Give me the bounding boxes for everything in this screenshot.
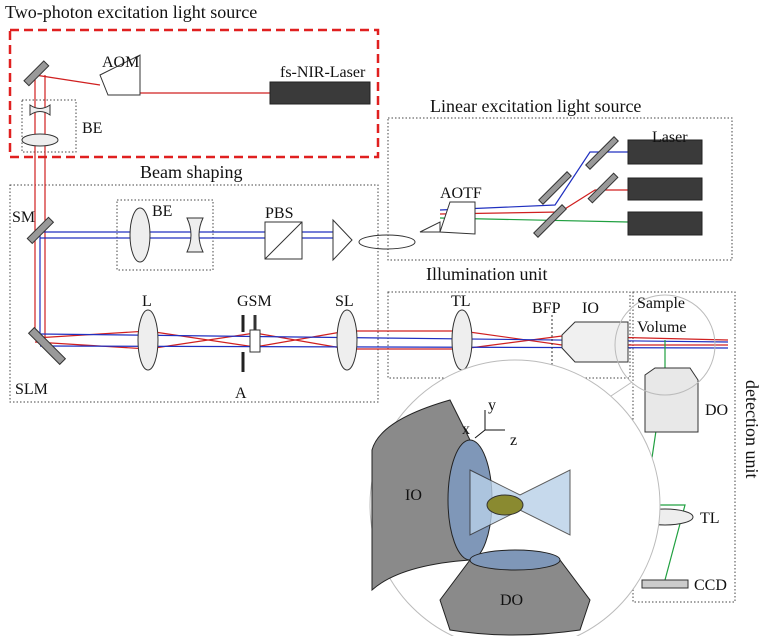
axis-label: y	[488, 397, 496, 414]
inset-do	[439, 559, 591, 636]
convex-lens	[21, 133, 59, 147]
axis-label: z	[510, 432, 517, 449]
aom	[99, 54, 141, 96]
mirror	[538, 171, 572, 205]
pbs-diagonal	[264, 221, 303, 260]
mirror	[26, 216, 55, 245]
title: Illumination unit	[426, 264, 548, 284]
mirror	[533, 204, 567, 238]
label: fs-NIR-Laser	[280, 64, 366, 81]
be-box	[21, 99, 77, 153]
label: Laser	[652, 129, 688, 146]
label: PBS	[265, 205, 293, 222]
slm	[27, 326, 67, 366]
linear-box	[387, 117, 733, 261]
label: TL	[700, 510, 720, 527]
label: DO	[705, 402, 728, 419]
label: BE	[152, 203, 172, 220]
mirror	[23, 60, 50, 87]
laser	[627, 211, 703, 236]
axis-label: x	[462, 421, 470, 438]
fiber	[358, 234, 416, 250]
axes	[474, 410, 505, 439]
lens	[451, 309, 473, 371]
convex-lens	[129, 207, 151, 263]
mirror	[585, 136, 619, 170]
title: detection unit	[742, 380, 762, 478]
zoom-circle	[614, 294, 716, 396]
mirror	[587, 172, 619, 204]
laser	[627, 177, 703, 201]
title: Linear excitation light source	[430, 96, 641, 116]
be-box	[116, 199, 214, 271]
aotf	[439, 201, 476, 235]
objective	[561, 321, 629, 363]
title: Two-photon excitation light source	[5, 2, 257, 22]
label: L	[142, 293, 152, 310]
label: Volume	[637, 319, 686, 336]
concave-lens	[29, 104, 51, 116]
fs-laser	[269, 81, 371, 105]
label: DO	[500, 592, 523, 609]
label: SL	[335, 293, 354, 310]
label: SLM	[15, 381, 48, 398]
label: GSM	[237, 293, 272, 310]
laser	[627, 139, 703, 165]
detection-objective	[644, 367, 699, 433]
label: AOM	[102, 54, 139, 71]
prism	[332, 218, 353, 262]
ccd	[641, 579, 689, 589]
beam-shaping-box	[9, 184, 379, 403]
coupler	[419, 221, 441, 233]
label: BE	[82, 120, 102, 137]
label: A	[235, 385, 247, 402]
label: IO	[405, 487, 422, 504]
label: BFP	[532, 300, 561, 317]
sample	[486, 494, 524, 516]
title: Beam shaping	[140, 162, 242, 182]
label: TL	[451, 293, 471, 310]
concave-lens	[186, 217, 204, 253]
label: Sample	[637, 295, 685, 312]
label: SM	[12, 209, 35, 226]
gsm	[249, 329, 261, 353]
label: CCD	[694, 577, 727, 594]
inset-do-face	[469, 549, 561, 571]
label: IO	[582, 300, 599, 317]
lens	[336, 309, 358, 371]
label: AOTF	[440, 185, 482, 202]
lens	[137, 309, 159, 371]
two-photon-box	[8, 28, 380, 159]
